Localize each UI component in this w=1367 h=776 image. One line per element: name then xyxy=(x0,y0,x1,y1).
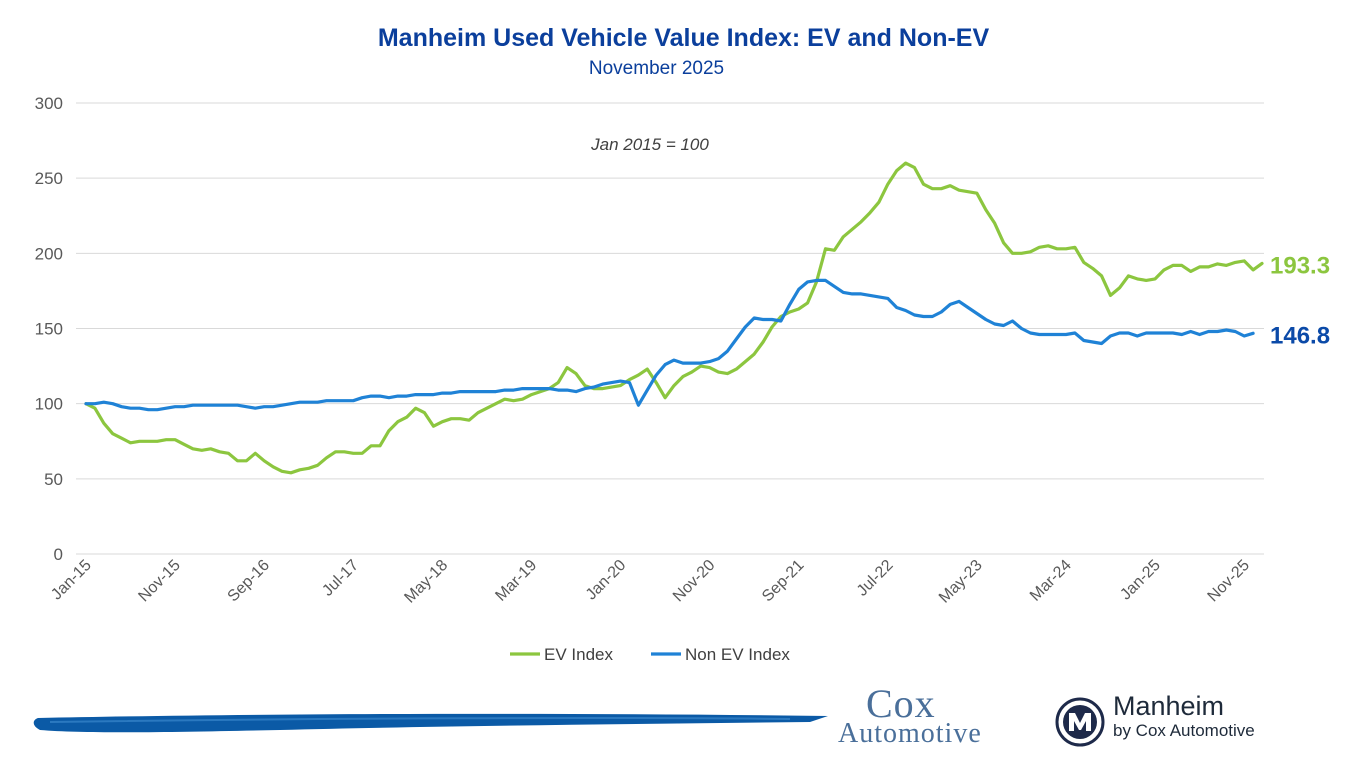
x-tick-label: Jul-22 xyxy=(854,557,897,600)
y-tick-label: 200 xyxy=(35,244,63,263)
brush-stroke-decoration xyxy=(33,713,828,733)
x-tick-label: Mar-24 xyxy=(1027,557,1075,605)
y-tick-label: 100 xyxy=(35,395,63,414)
cox-logo-word: Cox xyxy=(866,681,936,726)
manheim-tagline: by Cox Automotive xyxy=(1113,720,1255,740)
x-tick-label: May-18 xyxy=(401,557,451,607)
y-tick-label: 150 xyxy=(35,320,63,339)
chart-title: Manheim Used Vehicle Value Index: EV and… xyxy=(377,24,990,52)
manheim-logo-text: Manheim by Cox Automotive xyxy=(1113,691,1255,740)
x-tick-label: May-23 xyxy=(936,557,986,607)
automotive-logo-word: Automotive xyxy=(838,718,982,749)
x-tick-label: Nov-20 xyxy=(670,557,719,606)
y-tick-label: 0 xyxy=(54,545,63,564)
chart-subtitle: November 2025 xyxy=(588,58,725,79)
series-line-non-ev xyxy=(84,278,1255,412)
y-tick-label: 50 xyxy=(44,470,63,489)
base-annotation: Jan 2015 = 100 xyxy=(590,135,709,154)
x-tick-label: Sep-16 xyxy=(225,557,274,606)
x-tick-label: Nov-15 xyxy=(135,557,184,606)
x-tick-label: Jan-20 xyxy=(583,557,630,604)
x-tick-label: Nov-25 xyxy=(1205,557,1254,606)
x-tick-label: Sep-21 xyxy=(759,557,808,606)
legend-label: Non EV Index xyxy=(685,645,790,664)
x-tick-label: Jul-17 xyxy=(319,557,362,600)
series-line-ev xyxy=(84,161,1264,475)
cox-automotive-logo: Cox Automotive xyxy=(838,684,1038,748)
end-value-label: 193.3 xyxy=(1270,252,1330,279)
manheim-wordmark: Manheim xyxy=(1113,691,1225,721)
y-tick-label: 300 xyxy=(35,94,63,113)
x-tick-label: Mar-19 xyxy=(492,557,540,605)
legend-label: EV Index xyxy=(544,645,613,664)
y-tick-label: 250 xyxy=(35,169,63,188)
x-tick-label: Jan-25 xyxy=(1117,557,1164,604)
manheim-m-icon xyxy=(1055,697,1105,747)
end-value-label: 146.8 xyxy=(1270,322,1330,349)
